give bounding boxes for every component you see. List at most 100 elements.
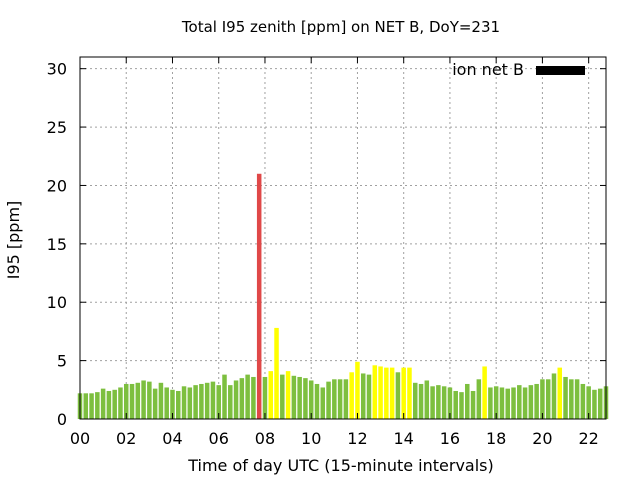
- bar-15: [164, 387, 169, 419]
- bar-25: [222, 374, 227, 419]
- bar-90: [597, 388, 603, 419]
- x-tick-label: 02: [116, 429, 136, 448]
- bar-45: [337, 379, 343, 419]
- bar-63: [441, 386, 447, 419]
- bar-17: [176, 390, 181, 419]
- bar-5: [106, 390, 112, 419]
- bar-34: [274, 327, 279, 419]
- bar-7: [118, 387, 123, 419]
- bar-48: [355, 361, 360, 419]
- bar-27: [233, 380, 239, 419]
- legend-swatch: [536, 66, 585, 75]
- bar-55: [395, 372, 401, 419]
- bar-23: [210, 381, 216, 419]
- bar-53: [384, 367, 389, 419]
- bar-series: [77, 173, 609, 419]
- y-tick-label: 30: [47, 60, 67, 79]
- bar-42: [320, 387, 326, 419]
- bar-50: [366, 374, 372, 419]
- x-tick-label: 00: [70, 429, 90, 448]
- bar-64: [447, 387, 453, 419]
- x-tick-label: 12: [347, 429, 367, 448]
- bar-68: [470, 390, 476, 419]
- bar-30: [251, 376, 256, 419]
- bar-8: [123, 383, 129, 419]
- y-tick-label: 25: [47, 118, 67, 137]
- x-tick-label: 16: [440, 429, 460, 448]
- bar-82: [551, 373, 557, 419]
- y-tick-label: 0: [57, 410, 67, 429]
- bar-1: [83, 393, 89, 419]
- bar-41: [314, 383, 320, 419]
- y-tick-label: 20: [47, 176, 67, 195]
- x-axis-label: Time of day UTC (15-minute intervals): [187, 456, 494, 475]
- bar-46: [343, 379, 349, 419]
- bar-84: [563, 376, 568, 419]
- bar-86: [574, 379, 580, 419]
- legend: ion net B: [452, 60, 585, 79]
- bar-52: [378, 366, 383, 419]
- y-tick-label: 15: [47, 235, 67, 254]
- bar-88: [586, 386, 591, 419]
- bar-10: [135, 382, 141, 419]
- bar-16: [170, 389, 175, 419]
- bar-65: [453, 390, 458, 419]
- y-axis-label: I95 [ppm]: [4, 201, 23, 280]
- x-tick-label: 20: [532, 429, 552, 448]
- bar-77: [522, 387, 528, 419]
- x-tick-label: 06: [209, 429, 229, 448]
- bar-85: [569, 379, 574, 419]
- grid-lines: [80, 57, 606, 419]
- bar-87: [580, 383, 586, 419]
- bar-26: [228, 385, 233, 419]
- bar-38: [297, 376, 302, 419]
- bar-35: [280, 374, 285, 419]
- bar-39: [303, 378, 308, 419]
- bar-22: [204, 382, 210, 419]
- bar-62: [436, 385, 441, 419]
- bar-72: [493, 386, 499, 419]
- bar-24: [216, 385, 221, 419]
- bar-21: [199, 383, 204, 419]
- bar-13: [152, 388, 158, 419]
- x-axis-ticks: 00 02 04 06 08 10 12 14 16 18 20 22: [70, 57, 599, 448]
- bar-58: [412, 382, 418, 419]
- bar-89: [592, 389, 597, 419]
- bar-9: [129, 383, 135, 419]
- x-tick-label: 10: [301, 429, 321, 448]
- y-axis-ticks: 0 5 10 15 20 25 30: [47, 60, 606, 429]
- plot-frame: [79, 56, 607, 420]
- bar-4: [100, 388, 106, 419]
- bar-2: [89, 393, 94, 419]
- bar-83: [557, 367, 563, 419]
- bar-11: [141, 380, 146, 419]
- bar-75: [511, 387, 516, 419]
- bar-81: [545, 379, 551, 419]
- bar-28: [239, 378, 245, 419]
- bar-20: [193, 385, 198, 419]
- bar-51: [372, 365, 378, 419]
- bar-74: [505, 388, 510, 419]
- x-tick-label: 18: [486, 429, 506, 448]
- bar-57: [407, 367, 412, 419]
- x-tick-label: 14: [394, 429, 414, 448]
- chart-title: Total I95 zenith [ppm] on NET B, DoY=231: [181, 18, 500, 36]
- bar-12: [147, 381, 152, 419]
- bar-56: [401, 367, 406, 419]
- x-tick-label: 08: [255, 429, 275, 448]
- bar-70: [482, 366, 487, 419]
- x-tick-label: 22: [578, 429, 598, 448]
- bar-49: [360, 373, 366, 419]
- bar-32: [262, 376, 268, 419]
- bar-19: [187, 387, 193, 419]
- bar-78: [528, 385, 534, 419]
- bar-29: [245, 374, 250, 419]
- bar-60: [424, 380, 430, 419]
- bar-71: [488, 387, 493, 419]
- bar-80: [540, 379, 545, 419]
- bar-36: [285, 371, 291, 419]
- bar-3: [95, 392, 100, 419]
- bar-33: [268, 371, 274, 419]
- bar-47: [349, 372, 354, 419]
